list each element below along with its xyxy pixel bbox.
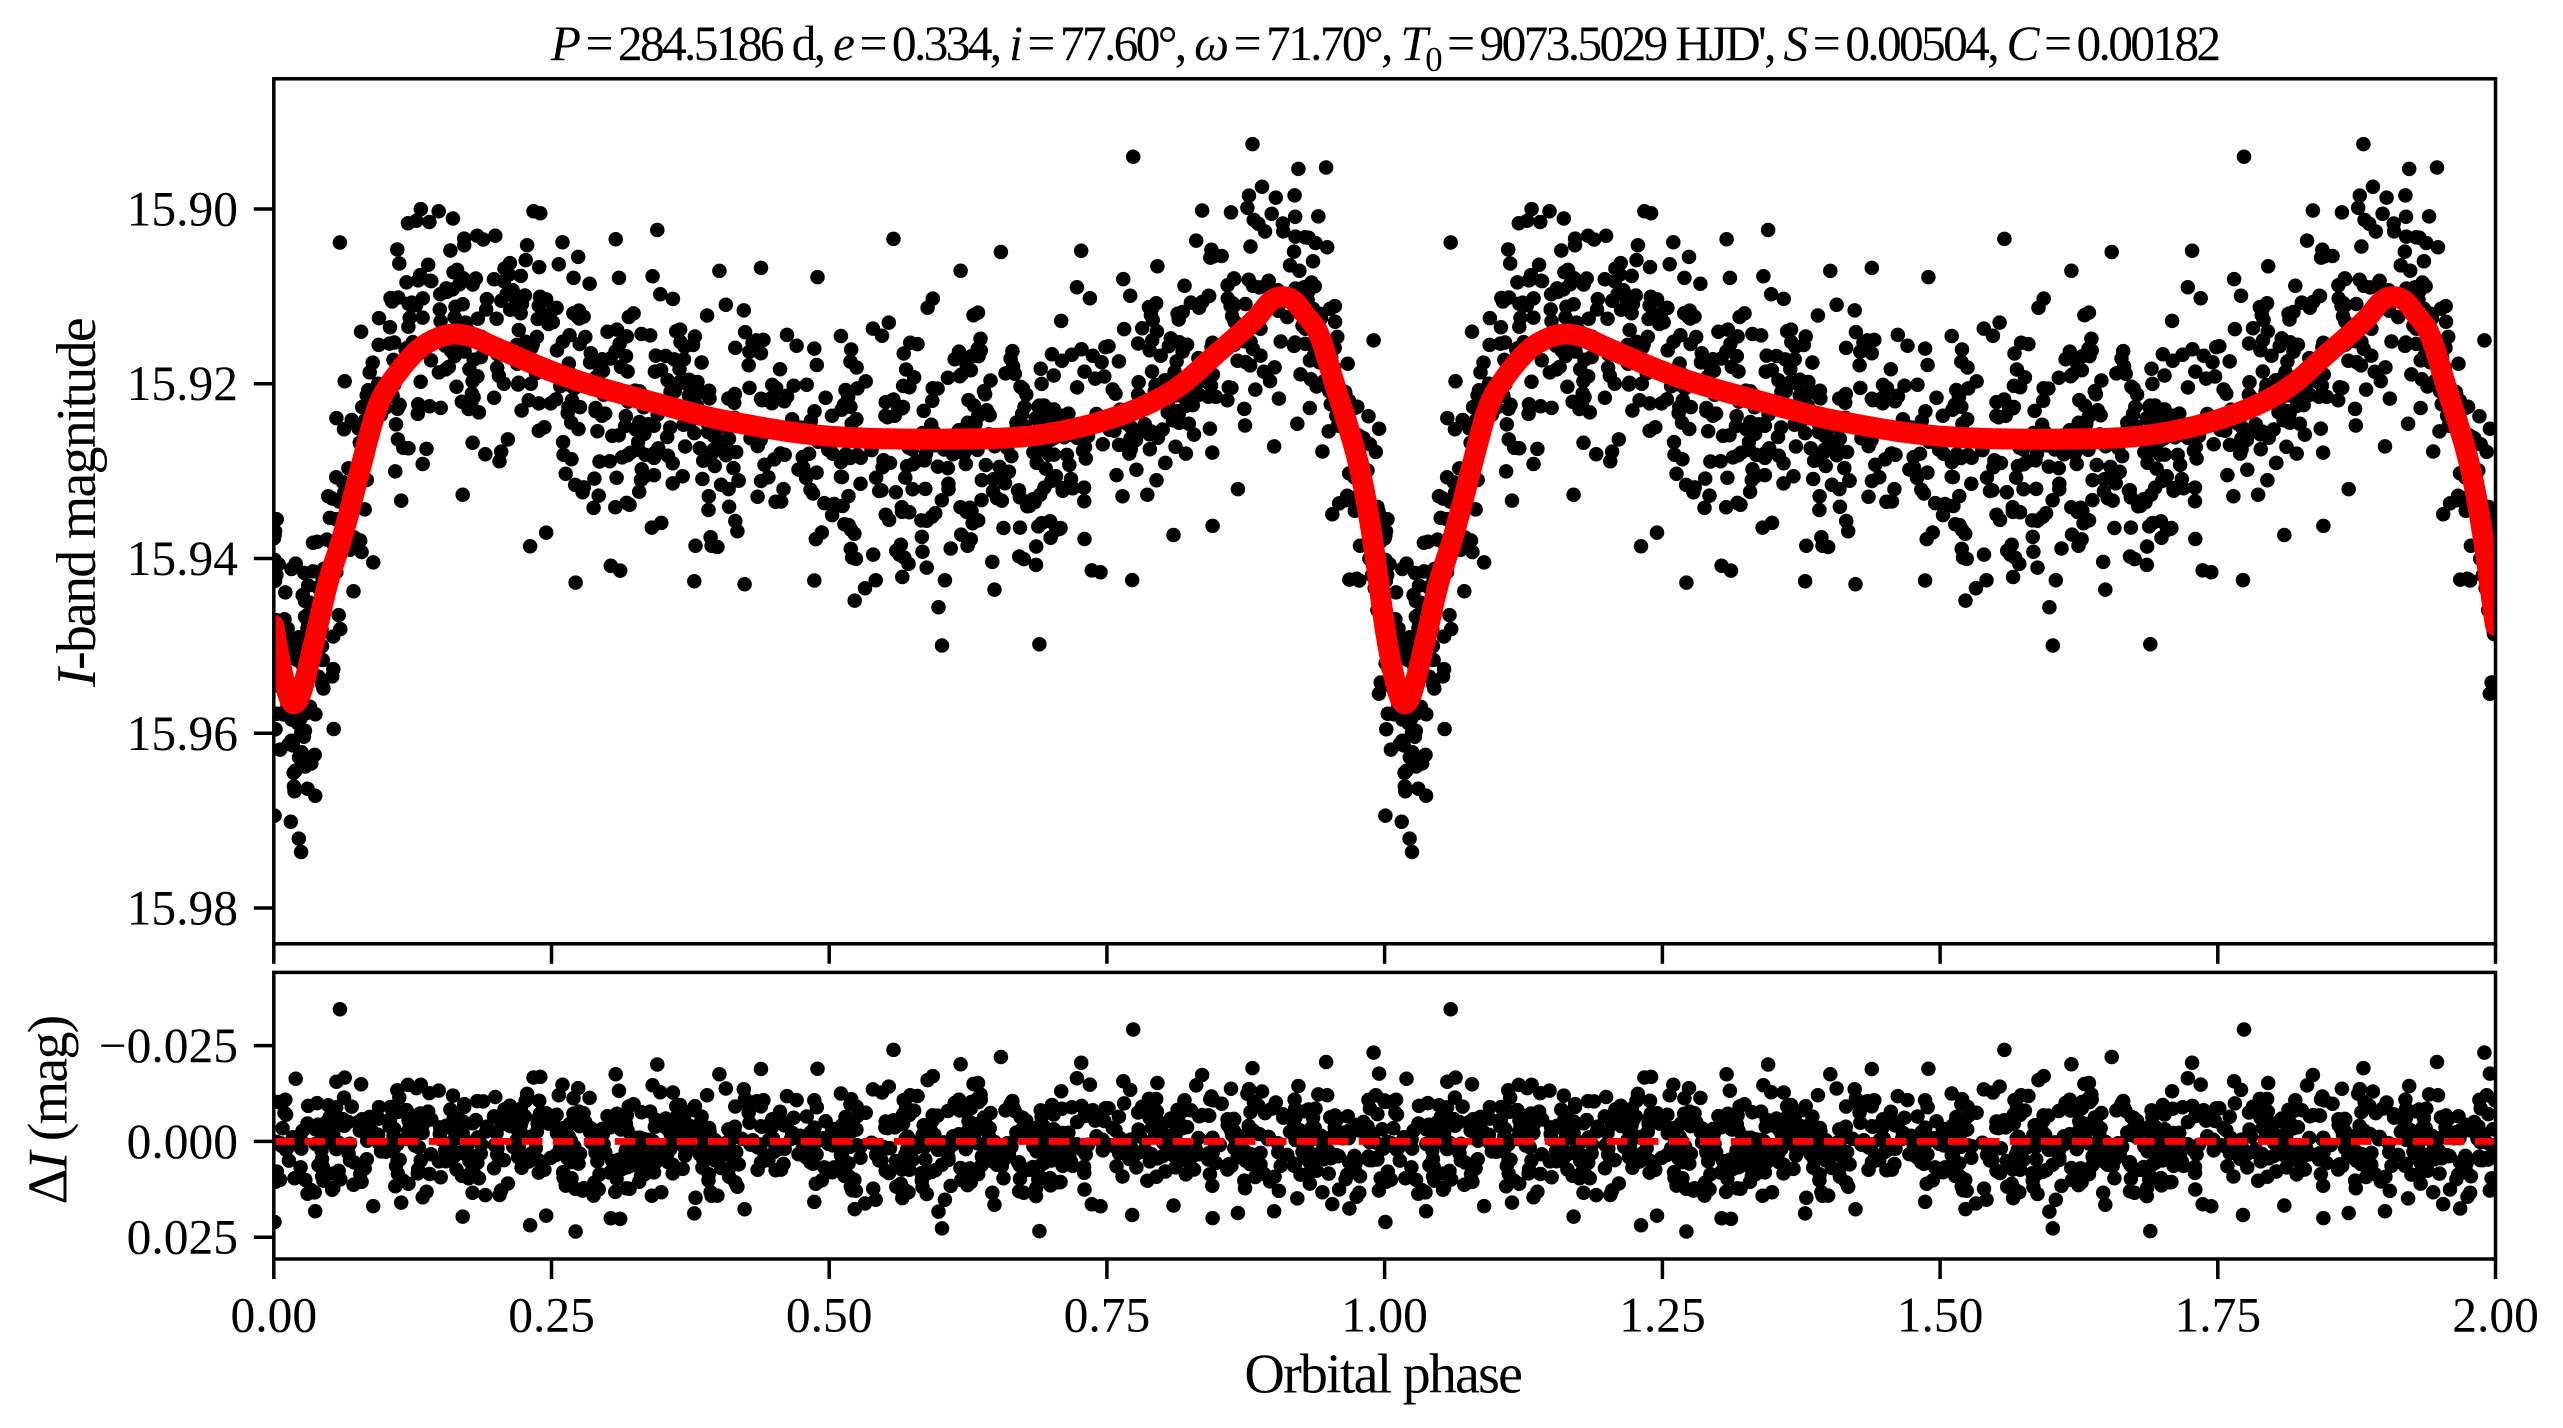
svg-text:0.25: 0.25: [508, 1288, 595, 1343]
svg-text:0.025: 0.025: [127, 1210, 238, 1265]
svg-text:0.00: 0.00: [230, 1288, 317, 1343]
svg-text:Orbital phase: Orbital phase: [1244, 1344, 1521, 1406]
svg-text:1.50: 1.50: [1897, 1288, 1984, 1343]
svg-text:15.92: 15.92: [127, 356, 238, 411]
svg-text:15.90: 15.90: [127, 182, 238, 237]
svg-text:0.75: 0.75: [1064, 1288, 1151, 1343]
svg-text:1.25: 1.25: [1619, 1288, 1706, 1343]
svg-text:1.75: 1.75: [2174, 1288, 2261, 1343]
svg-text:1.00: 1.00: [1341, 1288, 1428, 1343]
svg-text:0.50: 0.50: [786, 1288, 873, 1343]
svg-text:15.94: 15.94: [127, 531, 238, 586]
svg-text:2.00: 2.00: [2452, 1288, 2539, 1343]
svg-text:0.000: 0.000: [127, 1114, 238, 1169]
svg-text:15.96: 15.96: [127, 706, 238, 761]
svg-text:ΔI (mag): ΔI (mag): [18, 1016, 80, 1204]
svg-text:P = 284.5186 d, e = 0.334, i =: P = 284.5186 d, e = 0.334, i = 77.60°, ω…: [550, 16, 2220, 79]
svg-text:I-band magnitude: I-band magnitude: [46, 319, 108, 688]
svg-text:−0.025: −0.025: [99, 1018, 238, 1073]
svg-text:15.98: 15.98: [127, 881, 238, 936]
